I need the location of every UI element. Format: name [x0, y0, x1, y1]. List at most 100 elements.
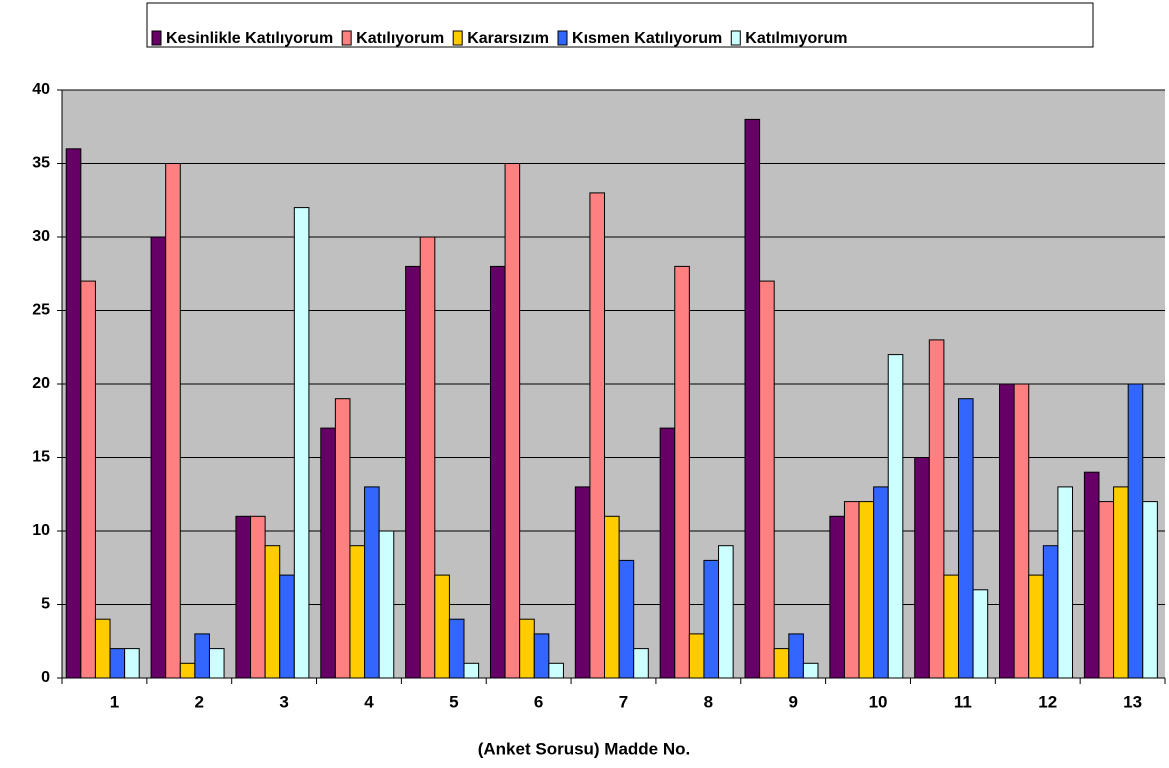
bar [843, 501, 860, 679]
bar [759, 280, 775, 679]
bar [618, 559, 635, 679]
bar [463, 662, 480, 679]
bar [928, 339, 945, 679]
x-tick-label: 8 [704, 692, 713, 711]
x-tick-label: 11 [954, 692, 972, 711]
legend-label: Kısmen Katılıyorum [572, 30, 722, 47]
bar [957, 398, 974, 679]
bar [1113, 486, 1129, 679]
legend-swatch [730, 30, 741, 46]
bar [489, 265, 506, 679]
x-tick-label: 4 [364, 692, 374, 711]
bar [208, 648, 225, 679]
y-tick-label: 0 [41, 669, 50, 686]
legend-swatch [151, 30, 162, 46]
bar [633, 648, 649, 679]
bar [887, 354, 904, 679]
bar [194, 633, 210, 679]
bar [1098, 501, 1115, 679]
bar [264, 545, 281, 679]
legend-label: Katılmıyorum [745, 30, 847, 47]
bar [1127, 383, 1144, 679]
bar [773, 648, 790, 679]
legend-swatch [452, 30, 463, 46]
y-tick-label: 30 [32, 228, 50, 245]
x-tick-label: 13 [1123, 692, 1142, 711]
bar [405, 265, 421, 679]
bar [744, 118, 761, 679]
bar [688, 633, 705, 679]
bar [448, 618, 465, 679]
x-tick-label: 6 [534, 692, 543, 711]
bar [829, 515, 845, 679]
y-tick-label: 10 [32, 522, 50, 539]
bar [65, 148, 82, 679]
bar [788, 633, 804, 679]
bar [802, 662, 819, 679]
bar [1057, 486, 1074, 679]
bar [574, 486, 591, 679]
bar [703, 559, 720, 679]
bar [504, 163, 521, 679]
bar [548, 662, 564, 679]
bar [589, 192, 606, 679]
bar [94, 618, 111, 679]
legend-swatch [557, 30, 568, 46]
bar [873, 486, 889, 679]
bar [1083, 471, 1100, 679]
x-tick-label: 2 [195, 692, 204, 711]
bar [519, 618, 535, 679]
bar [349, 545, 366, 679]
bar [320, 427, 336, 679]
bar [1142, 501, 1158, 679]
bar [293, 207, 310, 679]
x-tick-label: 5 [449, 692, 458, 711]
y-tick-label: 15 [32, 449, 50, 466]
bar [378, 530, 395, 679]
x-tick-label: 12 [1038, 692, 1057, 711]
bar [604, 515, 620, 679]
bar [165, 163, 181, 679]
x-tick-label: 9 [788, 692, 797, 711]
y-tick-label: 35 [32, 155, 50, 172]
y-tick-label: 40 [32, 81, 50, 98]
legend-label: Kesinlikle Katılıyorum [166, 30, 333, 47]
bar [124, 648, 140, 679]
bar [943, 574, 959, 679]
legend-label: Kararsızım [467, 30, 549, 47]
legend-box [146, 2, 1094, 48]
bar [718, 545, 734, 679]
bar [1028, 574, 1044, 679]
x-tick-label: 7 [619, 692, 628, 711]
y-tick-label: 5 [41, 596, 50, 613]
bar [419, 236, 436, 679]
bar [972, 589, 989, 679]
y-tick-label: 20 [32, 375, 50, 392]
bar [659, 427, 676, 679]
bar [80, 280, 96, 679]
bar [150, 236, 167, 679]
bar [533, 633, 550, 679]
bar [674, 265, 690, 679]
bar [858, 501, 875, 679]
bar [235, 515, 252, 679]
bar [179, 662, 196, 679]
bar [434, 574, 450, 679]
legend-label: Katılıyorum [356, 30, 444, 47]
bar [250, 515, 266, 679]
bar [1013, 383, 1030, 679]
bar [364, 486, 380, 679]
bar [914, 457, 930, 679]
x-tick-label: 10 [869, 692, 888, 711]
bar [279, 574, 295, 679]
x-tick-label: 3 [279, 692, 288, 711]
bar [999, 383, 1015, 679]
bar [109, 648, 126, 679]
y-tick-label: 25 [32, 302, 50, 319]
bar [1042, 545, 1059, 679]
x-tick-label: 1 [110, 692, 119, 711]
x-axis-title: (Anket Sorusu) Madde No. [478, 739, 691, 758]
legend-swatch [341, 30, 352, 46]
bar [334, 398, 351, 679]
